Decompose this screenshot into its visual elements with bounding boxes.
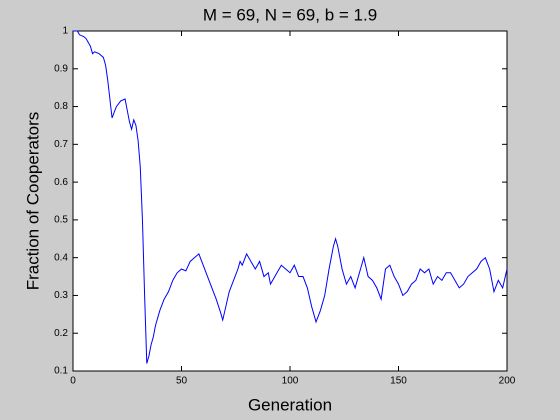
x-tick-label: 100 [282, 376, 299, 387]
chart-title: M = 69, N = 69, b = 1.9 [203, 5, 377, 24]
plot-area [72, 30, 508, 372]
x-tick-label: 150 [390, 376, 407, 387]
x-tick-label: 50 [176, 376, 188, 387]
y-axis-label: Fraction of Cooperators [23, 112, 42, 291]
y-tick-label: 0.5 [54, 215, 68, 226]
data-line [73, 30, 508, 364]
y-tick-label: 0.2 [54, 328, 68, 339]
y-tick-label: 0.6 [54, 177, 68, 188]
y-tick-label: 0.3 [54, 290, 68, 301]
x-tick-label: 200 [499, 376, 516, 387]
x-axis-label: Generation [248, 395, 332, 414]
x-tick-label: 0 [70, 376, 76, 387]
y-tick-label: 0.1 [54, 366, 68, 377]
y-tick-label: 1 [62, 26, 68, 37]
y-tick-label: 0.7 [54, 139, 68, 150]
y-tick-label: 0.9 [54, 63, 68, 74]
y-tick-label: 0.8 [54, 101, 68, 112]
y-tick-label: 0.4 [54, 252, 68, 263]
